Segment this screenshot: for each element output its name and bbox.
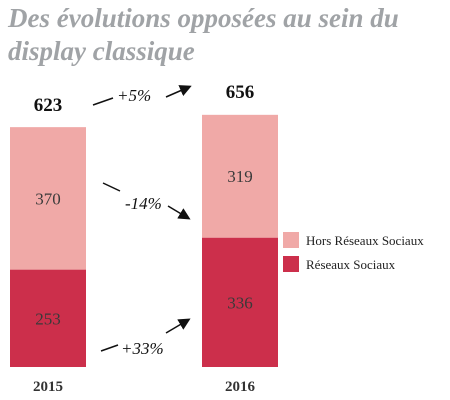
legend-swatch-hors bbox=[283, 232, 299, 248]
category-label-2016: 2016 bbox=[225, 379, 256, 395]
total-label-2016: 656 bbox=[226, 82, 255, 103]
arrow-hors-tail bbox=[102, 182, 121, 192]
chart-title: Des évolutions opposées au sein du displ… bbox=[8, 3, 399, 66]
data-label-2015-reseaux: 253 bbox=[35, 309, 61, 328]
arrow-reseaux-tail bbox=[100, 344, 119, 352]
category-label-2015: 2015 bbox=[33, 379, 63, 395]
bar-2015-hors bbox=[10, 127, 86, 270]
legend-label-hors: Hors Réseaux Sociaux bbox=[306, 233, 424, 248]
bars-group bbox=[10, 114, 278, 367]
data-label-2016-hors: 319 bbox=[227, 167, 253, 186]
arrow-reseaux-head bbox=[165, 318, 191, 334]
data-label-2015-hors: 370 bbox=[35, 189, 61, 208]
bar-2016-hors bbox=[202, 114, 278, 238]
legend-swatch-reseaux bbox=[283, 256, 299, 272]
annotation-total-change: +5% bbox=[117, 86, 151, 105]
annotation-reseaux-change: +33% bbox=[121, 339, 164, 358]
bar-2015-reseaux bbox=[10, 269, 86, 367]
annotation-hors-change: -14% bbox=[125, 194, 162, 213]
total-label-2015: 623 bbox=[34, 95, 63, 116]
bar-2016-reseaux bbox=[202, 237, 278, 367]
arrow-total-tail bbox=[92, 97, 114, 106]
data-label-2016-reseaux: 336 bbox=[227, 293, 253, 312]
legend-label-reseaux: Réseaux Sociaux bbox=[306, 257, 396, 272]
arrow-total-head bbox=[165, 85, 192, 98]
arrow-hors-head bbox=[167, 205, 191, 220]
